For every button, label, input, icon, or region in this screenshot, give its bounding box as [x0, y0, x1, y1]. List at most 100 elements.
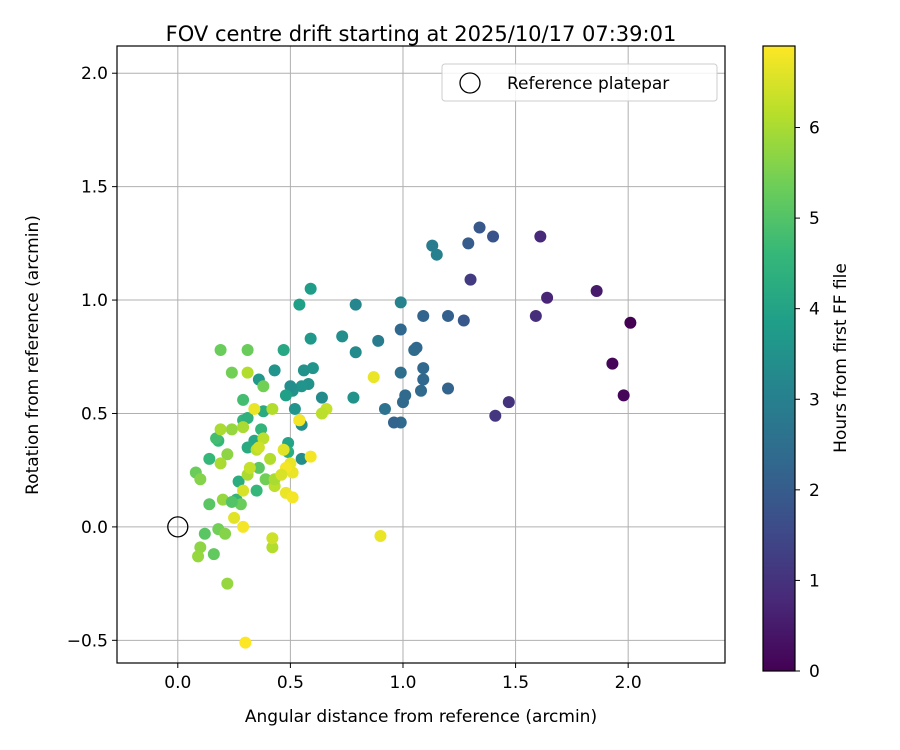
data-point — [502, 396, 515, 409]
data-point — [347, 391, 360, 404]
data-point — [194, 473, 207, 486]
data-point — [408, 343, 421, 356]
data-point — [417, 309, 430, 322]
data-point — [257, 405, 270, 418]
data-point — [489, 409, 502, 422]
data-point — [232, 475, 245, 488]
y-tick-label: 0.0 — [81, 518, 108, 538]
data-point — [250, 484, 263, 497]
data-point — [396, 396, 409, 409]
data-point — [624, 316, 637, 329]
x-tick-label: 0.5 — [277, 673, 304, 693]
colorbar-label: Hours from first FF file — [831, 263, 851, 453]
x-axis: 0.0 0.5 1.0 1.5 2.0 — [164, 663, 642, 693]
data-point — [304, 450, 317, 463]
data-point — [606, 357, 619, 370]
data-point — [277, 343, 290, 356]
data-point — [214, 457, 227, 470]
data-point — [241, 366, 254, 379]
data-point — [252, 441, 265, 454]
data-point — [210, 432, 223, 445]
data-point — [293, 298, 306, 311]
data-point — [259, 473, 272, 486]
data-point — [277, 443, 290, 456]
data-point — [266, 532, 279, 545]
data-point — [295, 380, 308, 393]
data-point — [315, 407, 328, 420]
data-point — [372, 334, 385, 347]
data-point — [617, 389, 630, 402]
data-point — [462, 237, 475, 250]
data-point — [374, 529, 387, 542]
data-point — [473, 221, 486, 234]
data-point — [264, 452, 277, 465]
colorbar-ticks: 0 1 2 3 4 5 6 — [795, 119, 820, 682]
y-axis-label: Rotation from reference (arcmin) — [23, 215, 43, 495]
data-point — [203, 498, 216, 511]
data-point — [306, 362, 319, 375]
data-point — [243, 461, 256, 474]
data-point — [255, 423, 268, 436]
data-point — [241, 441, 254, 454]
x-tick-label: 0.0 — [164, 673, 191, 693]
colorbar-frame — [762, 45, 796, 672]
y-tick-label: 0.5 — [81, 404, 108, 424]
data-point — [252, 461, 265, 474]
colorbar-tick-label: 5 — [809, 209, 820, 229]
data-point — [194, 541, 207, 554]
legend: Reference platepar — [441, 63, 718, 102]
data-point — [266, 402, 279, 415]
data-point — [219, 527, 232, 540]
data-point — [221, 577, 234, 590]
data-point — [387, 416, 400, 429]
data-point — [198, 527, 211, 540]
data-point — [288, 402, 301, 415]
data-point — [293, 414, 306, 427]
data-point — [248, 402, 261, 415]
data-point — [257, 380, 270, 393]
y-axis: −0.5 0.0 0.5 1.0 1.5 2.0 — [67, 64, 117, 651]
data-point — [241, 412, 254, 425]
reference-marker — [167, 516, 189, 538]
data-point — [415, 384, 427, 397]
data-point — [487, 230, 500, 243]
data-point — [216, 493, 229, 506]
data-point — [529, 309, 542, 322]
data-point — [457, 314, 470, 327]
data-point — [426, 239, 439, 252]
data-point — [225, 366, 238, 379]
data-point — [192, 550, 205, 563]
data-point — [225, 423, 238, 436]
plot-frame — [116, 45, 726, 664]
legend-box — [441, 63, 718, 102]
y-tick-label: −0.5 — [67, 631, 108, 651]
data-point — [275, 468, 288, 481]
grid — [117, 46, 725, 663]
data-point — [297, 364, 310, 377]
y-tick-label: 2.0 — [81, 64, 108, 84]
x-tick-label: 1.5 — [502, 673, 529, 693]
data-point — [367, 371, 380, 384]
data-point — [237, 484, 250, 497]
chart-title: FOV centre drift starting at 2025/10/17 … — [166, 22, 677, 46]
x-tick-label: 1.0 — [389, 673, 416, 693]
data-point — [237, 520, 250, 533]
data-point — [378, 402, 391, 415]
colorbar: 0 1 2 3 4 5 6 Hours from first FF file — [762, 45, 851, 682]
data-point — [315, 391, 328, 404]
data-point — [241, 343, 254, 356]
data-point — [257, 432, 270, 445]
colorbar-gradient — [763, 46, 795, 671]
legend-label: Reference platepar — [507, 74, 669, 94]
data-point — [417, 362, 430, 375]
data-point — [237, 393, 250, 406]
data-point — [442, 382, 455, 395]
colorbar-tick-label: 4 — [809, 300, 820, 320]
data-point — [464, 273, 477, 286]
data-point — [203, 452, 216, 465]
data-point — [266, 541, 279, 554]
data-point — [442, 309, 455, 322]
y-tick-label: 1.0 — [81, 291, 108, 311]
data-point — [394, 323, 407, 336]
